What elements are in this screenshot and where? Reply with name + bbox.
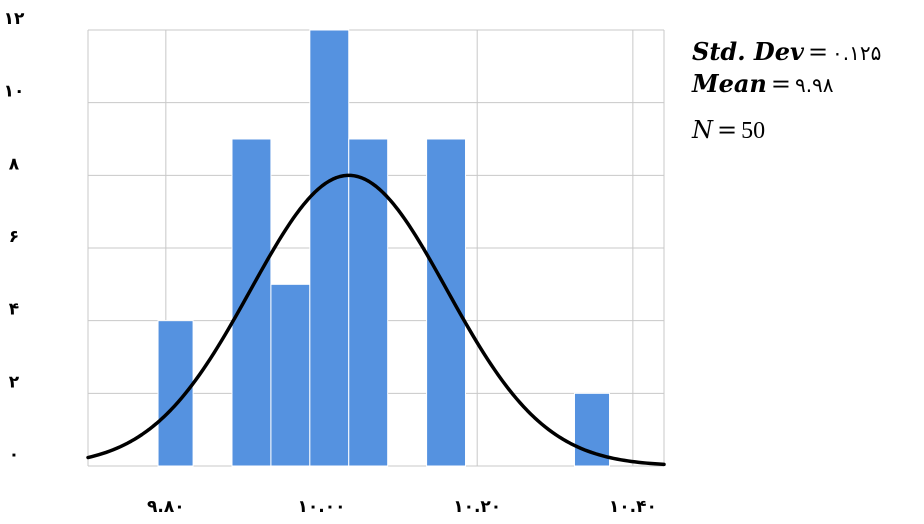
y-tick-label: ۸ bbox=[9, 154, 20, 174]
normal-curve-line bbox=[86, 173, 666, 467]
y-tick-label: ۰ bbox=[9, 445, 19, 465]
histogram-bar bbox=[157, 320, 194, 467]
y-tick-label: ۴ bbox=[9, 300, 19, 320]
std-dev-label: Std. Dev bbox=[692, 37, 804, 66]
y-tick-labels: ۰ ۲ ۴ ۶ ۸ ۱۰ ۱۲ bbox=[4, 9, 25, 465]
n-line: N = 50 bbox=[692, 114, 881, 147]
x-tick-label: ۱۰.۰۰ bbox=[298, 497, 346, 517]
y-tick-label: ۱۲ bbox=[4, 9, 25, 29]
histogram-bars bbox=[157, 29, 611, 467]
x-tick-label: ۱۰.۲۰ bbox=[453, 497, 501, 517]
histogram-bar bbox=[309, 29, 350, 467]
histogram-bar bbox=[348, 138, 389, 467]
y-tick-label: ۱۰ bbox=[4, 82, 25, 102]
histogram-bar bbox=[231, 138, 272, 467]
mean-equals: = bbox=[770, 70, 791, 98]
histogram-bar bbox=[270, 283, 311, 467]
n-value: 50 bbox=[741, 118, 766, 144]
std-dev-value: ۰.۱۲۵ bbox=[832, 41, 882, 65]
x-tick-label: ۱۰.۴۰ bbox=[609, 497, 657, 517]
mean-value: ۹.۹۸ bbox=[794, 73, 834, 97]
y-tick-label: ۶ bbox=[9, 227, 19, 247]
stats-panel: Std. Dev = ۰.۱۲۵ Mean = ۹.۹۸ N = 50 bbox=[692, 36, 881, 147]
y-tick-label: ۲ bbox=[9, 372, 20, 392]
n-equals: = bbox=[717, 116, 738, 144]
x-tick-labels: ۹.۸۰ ۱۰.۰۰ ۱۰.۲۰ ۱۰.۴۰ bbox=[147, 497, 657, 517]
mean-line: Mean = ۹.۹۸ bbox=[692, 68, 881, 100]
std-dev-line: Std. Dev = ۰.۱۲۵ bbox=[692, 36, 881, 68]
n-label: N bbox=[692, 116, 713, 144]
normal-curve bbox=[86, 173, 666, 467]
histogram-bar bbox=[426, 138, 467, 467]
mean-label: Mean bbox=[692, 69, 767, 98]
x-tick-label: ۹.۸۰ bbox=[147, 497, 185, 517]
std-dev-equals: = bbox=[807, 38, 829, 66]
